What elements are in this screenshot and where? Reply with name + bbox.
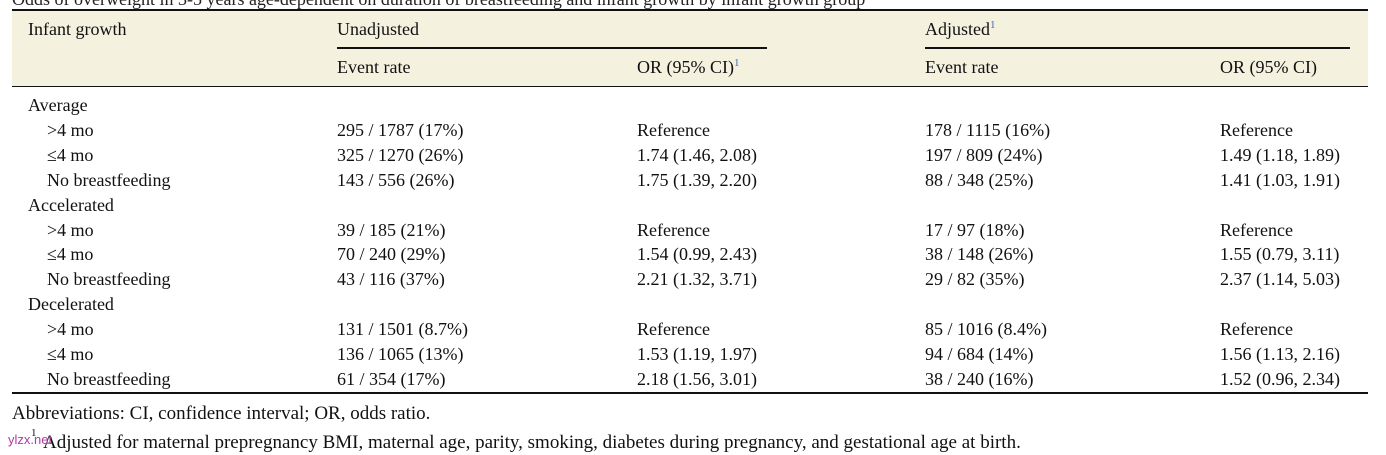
- table-row: No breastfeeding 143 / 556 (26%) 1.75 (1.3…: [12, 170, 1368, 195]
- row-label: ≤4 mo: [47, 244, 94, 265]
- unadjusted-or: Reference: [637, 319, 710, 340]
- table-row: No breastfeeding 43 / 116 (37%) 2.21 (1.32…: [12, 269, 1368, 294]
- unadjusted-event-rate: 43 / 116 (37%): [337, 269, 445, 290]
- adjusted-or: 1.41 (1.03, 1.91): [1220, 169, 1340, 190]
- table-row: >4 mo 39 / 185 (21%) Reference 17 / 97 (18%…: [12, 220, 1368, 245]
- table-row: No breastfeeding 61 / 354 (17%) 2.18 (1.56…: [12, 369, 1368, 394]
- adjusted-event-rate: 29 / 82 (35%): [925, 269, 1025, 290]
- group-header-adjusted-text: Adjusted: [925, 19, 990, 39]
- adjusted-event-rate: 38 / 148 (26%): [925, 244, 1034, 265]
- col-header-or-unadjusted-text: OR (95% CI): [637, 57, 734, 77]
- unadjusted-event-rate: 70 / 240 (29%): [337, 244, 446, 265]
- group-header-adjusted: Adjusted1: [925, 19, 996, 40]
- unadjusted-event-rate: 143 / 556 (26%): [337, 169, 455, 190]
- unadjusted-or: 1.53 (1.19, 1.97): [637, 344, 757, 364]
- footnote-mark: 1: [31, 427, 37, 439]
- unadjusted-or: 1.74 (1.46, 2.08): [637, 144, 757, 165]
- unadjusted-event-rate: 325 / 1270 (26%): [337, 144, 464, 165]
- table-row: >4 mo 295 / 1787 (17%) Reference 178 / 1115…: [12, 120, 1368, 145]
- table-group-row: Decelerated: [12, 294, 1368, 319]
- adjusted-event-rate: 197 / 809 (24%): [925, 144, 1043, 165]
- row-label: Decelerated: [28, 294, 114, 315]
- table-body: Average >4 mo 295 / 1787 (17%) Reference 178…: [12, 87, 1368, 397]
- table-row: ≤4 mo 136 / 1065 (13%) 1.53 (1.19, 1.97) 94…: [12, 344, 1368, 369]
- row-label: Average: [28, 95, 88, 115]
- results-table: Infant growth Unadjusted Adjusted1 Event…: [12, 9, 1368, 397]
- adjusted-event-rate: 85 / 1016 (8.4%): [925, 319, 1047, 340]
- adjusted-event-rate: 88 / 348 (25%): [925, 169, 1034, 190]
- abbreviations-note: Abbreviations: CI, confidence interval; …: [12, 403, 431, 424]
- table-header: Infant growth Unadjusted Adjusted1 Event…: [12, 9, 1368, 87]
- row-label: No breastfeeding: [47, 269, 171, 290]
- unadjusted-event-rate: 39 / 185 (21%): [337, 219, 446, 240]
- adjusted-or: 1.55 (0.79, 3.11): [1220, 244, 1340, 265]
- adjusted-event-rate: 178 / 1115 (16%): [925, 119, 1051, 140]
- unadjusted-event-rate: 295 / 1787 (17%): [337, 119, 464, 140]
- unadjusted-or: 2.21 (1.32, 3.71): [637, 269, 757, 290]
- adjusted-or: Reference: [1220, 119, 1293, 140]
- adjusted-event-rate: 38 / 240 (16%): [925, 368, 1034, 389]
- unadjusted-or: 2.18 (1.56, 3.01): [637, 368, 757, 389]
- adjusted-or: 1.56 (1.13, 2.16): [1220, 344, 1340, 364]
- unadjusted-event-rate: 61 / 354 (17%): [337, 368, 446, 389]
- row-label: >4 mo: [47, 119, 94, 140]
- row-label: ≤4 mo: [47, 144, 94, 165]
- row-label: Accelerated: [28, 194, 114, 215]
- adjusted-underline: [925, 47, 1350, 49]
- adjusted-event-rate: 17 / 97 (18%): [925, 219, 1025, 240]
- footnote-ref: 1: [734, 57, 740, 69]
- footnote-text: Adjusted for maternal prepregnancy BMI, …: [43, 432, 1021, 453]
- row-label: No breastfeeding: [47, 169, 171, 190]
- col-header-event-rate-adjusted: Event rate: [925, 57, 999, 77]
- adjusted-or: 2.37 (1.14, 5.03): [1220, 269, 1340, 290]
- row-label: >4 mo: [47, 319, 94, 340]
- unadjusted-underline: [337, 47, 767, 49]
- adjusted-or: 1.49 (1.18, 1.89): [1220, 144, 1340, 165]
- table-row: ≤4 mo 70 / 240 (29%) 1.54 (0.99, 2.43) 38 /…: [12, 244, 1368, 269]
- unadjusted-event-rate: 131 / 1501 (8.7%): [337, 319, 468, 340]
- adjusted-or: Reference: [1220, 319, 1293, 340]
- table-bottom-rule: [12, 392, 1368, 394]
- unadjusted-event-rate: 136 / 1065 (13%): [337, 344, 464, 364]
- col-header-or-adjusted: OR (95% CI): [1220, 57, 1317, 77]
- adjusted-or: 1.52 (0.96, 2.34): [1220, 368, 1340, 389]
- table-group-row: Accelerated: [12, 195, 1368, 220]
- unadjusted-or: Reference: [637, 219, 710, 240]
- adjusted-event-rate: 94 / 684 (14%): [925, 344, 1034, 364]
- row-label: No breastfeeding: [47, 368, 171, 389]
- watermark: ylzx.net: [8, 432, 53, 447]
- col-header-event-rate-unadjusted: Event rate: [337, 57, 411, 77]
- adjusted-or: Reference: [1220, 219, 1293, 240]
- table-row: >4 mo 131 / 1501 (8.7%) Reference 85 / 1016…: [12, 319, 1368, 344]
- col-header-infant-growth: Infant growth: [28, 19, 127, 39]
- table-caption-fragment: Odds of overweight in 3-5 years age-depe…: [12, 0, 865, 10]
- table-group-row: Average: [12, 95, 1368, 120]
- col-header-or-unadjusted: OR (95% CI)1: [637, 57, 740, 78]
- unadjusted-or: 1.75 (1.39, 2.20): [637, 169, 757, 190]
- unadjusted-or: 1.54 (0.99, 2.43): [637, 244, 757, 265]
- row-label: >4 mo: [47, 219, 94, 240]
- row-label: ≤4 mo: [47, 344, 94, 364]
- table-row: ≤4 mo 325 / 1270 (26%) 1.74 (1.46, 2.08) 19…: [12, 145, 1368, 170]
- group-header-unadjusted: Unadjusted: [337, 19, 419, 39]
- footnote-ref: 1: [990, 19, 996, 31]
- unadjusted-or: Reference: [637, 119, 710, 140]
